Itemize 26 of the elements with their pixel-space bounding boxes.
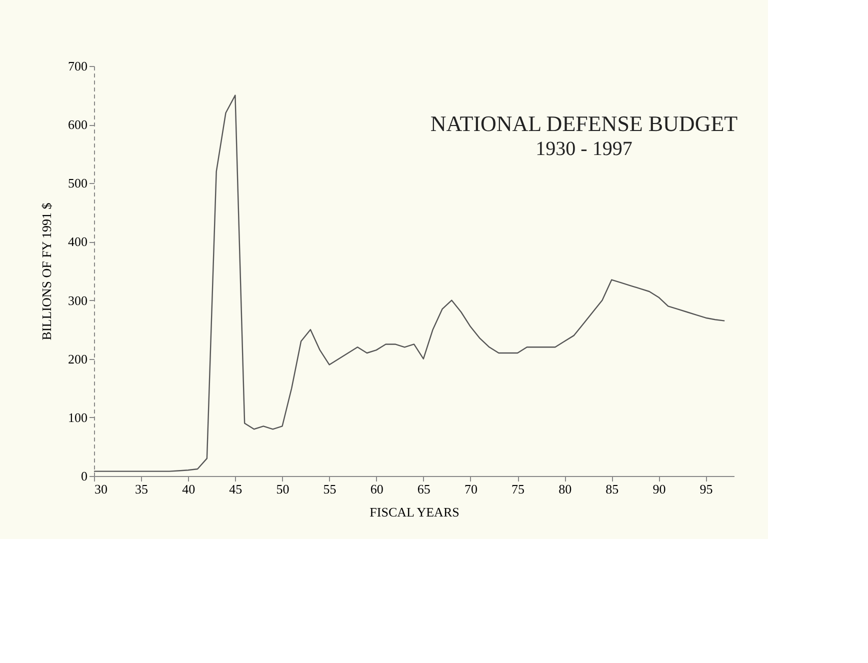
x-tick-label: 70 xyxy=(464,482,478,496)
x-tick-label: 35 xyxy=(135,482,148,496)
y-tick-label: 100 xyxy=(68,410,88,425)
y-axis-title: BILLIONS OF FY 1991 $ xyxy=(39,202,54,340)
y-tick-label: 200 xyxy=(68,351,88,366)
y-tick-label: 300 xyxy=(68,292,88,308)
y-tick-label: 500 xyxy=(68,176,88,191)
x-tick-label: 75 xyxy=(512,482,525,496)
y-tick-label: 700 xyxy=(68,58,88,74)
x-tick-label: 65 xyxy=(417,482,430,496)
x-axis-title: FISCAL YEARS xyxy=(370,504,460,520)
x-tick-label: 85 xyxy=(606,482,619,496)
x-tick-label: 40 xyxy=(182,482,196,496)
text: NATIONAL DEFENSE BUDGET xyxy=(430,111,738,136)
x-tick-label: 90 xyxy=(652,482,666,496)
x-tick-label: 45 xyxy=(229,482,242,496)
x-tick-label: 30 xyxy=(94,482,108,496)
text: 1930 - 1997 xyxy=(536,138,632,160)
y-tick-label: 0 xyxy=(81,468,88,484)
x-tick-label: 95 xyxy=(700,482,713,496)
x-tick-label: 50 xyxy=(276,482,290,496)
x-tick-label: 60 xyxy=(370,482,384,496)
y-tick-label: 600 xyxy=(68,117,88,132)
y-tick-label: 400 xyxy=(68,234,88,250)
x-tick-label: 80 xyxy=(558,482,572,496)
x-tick-label: 55 xyxy=(323,482,336,496)
